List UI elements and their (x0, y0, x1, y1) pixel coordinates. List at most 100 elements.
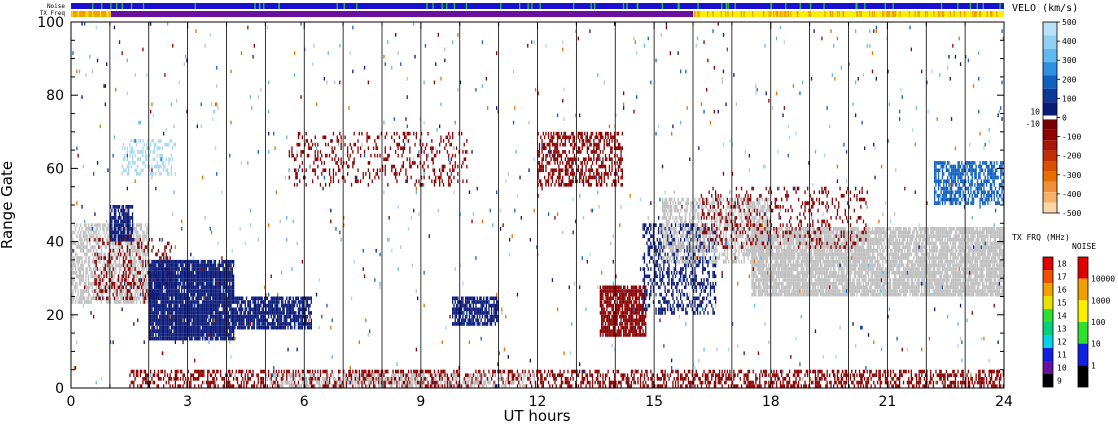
data-cell (133, 227, 135, 231)
data-cell (590, 183, 592, 187)
data-cell (111, 263, 113, 268)
data-cell (450, 142, 452, 147)
data-cell (169, 285, 171, 290)
data-cell (558, 179, 560, 184)
data-cell (126, 234, 128, 238)
data-cell (176, 263, 178, 268)
data-cell (551, 179, 554, 184)
data-cell (452, 296, 454, 301)
data-cell (216, 285, 218, 290)
data-cell (458, 300, 460, 304)
data-cell (603, 300, 605, 304)
data-cell (177, 314, 179, 319)
data-cell (218, 259, 220, 264)
data-cell (595, 142, 598, 147)
data-cell (619, 303, 621, 308)
data-cell (223, 303, 226, 308)
data-cell (95, 227, 97, 231)
data-cell (300, 307, 302, 312)
data-cell (82, 230, 84, 235)
data-cell (155, 278, 157, 282)
data-cell (350, 146, 353, 151)
data-cell (155, 281, 157, 286)
data-cell (487, 314, 489, 319)
data-cell (293, 314, 296, 319)
data-cell (550, 135, 552, 140)
data-cell (166, 285, 169, 290)
data-cell (214, 329, 217, 334)
data-cell (201, 303, 204, 308)
data-cell (179, 300, 182, 304)
data-cell (159, 292, 161, 297)
data-cell (116, 281, 118, 286)
data-cell (230, 300, 232, 304)
data-cell (595, 157, 598, 162)
data-cell (667, 303, 669, 308)
data-cell (220, 292, 222, 297)
data-cell (76, 256, 78, 260)
data-cell (200, 311, 202, 315)
data-cell (156, 336, 158, 341)
data-cell (166, 292, 169, 297)
data-cell (556, 131, 559, 136)
data-cell (141, 285, 143, 290)
data-cell (441, 179, 443, 184)
data-cell (597, 157, 599, 162)
data-cell (310, 146, 312, 151)
data-cell (549, 146, 551, 151)
data-cell (598, 153, 600, 158)
data-cell (125, 289, 127, 293)
data-cell (115, 256, 117, 260)
data-cell (601, 307, 603, 312)
data-cell (449, 168, 451, 173)
data-cell (142, 289, 144, 293)
data-cell (544, 175, 546, 180)
data-cell (262, 300, 265, 304)
data-cell (147, 241, 149, 246)
data-cell (667, 259, 669, 264)
data-cell (550, 139, 552, 143)
data-cell (220, 333, 222, 337)
data-cell (213, 263, 215, 268)
data-cell (604, 153, 607, 158)
data-cell (317, 153, 319, 158)
data-cell (296, 296, 298, 301)
data-cell (134, 227, 136, 231)
data-cell (304, 142, 306, 147)
data-cell (262, 314, 265, 319)
data-cell (190, 329, 192, 334)
data-cell (426, 153, 428, 158)
data-cell (458, 318, 460, 323)
data-cell (560, 179, 563, 184)
data-cell (146, 146, 148, 151)
data-cell (455, 307, 458, 312)
data-cell (116, 248, 118, 253)
data-cell (636, 303, 638, 308)
data-cell (173, 333, 175, 337)
data-cell (195, 311, 197, 315)
data-cell (161, 300, 163, 304)
noise-strip-label: Noise (47, 3, 65, 10)
data-cell (191, 333, 193, 337)
data-cell (658, 300, 660, 304)
data-cell (261, 307, 263, 312)
data-cell (572, 146, 574, 151)
data-cell (466, 307, 468, 312)
data-cell (131, 292, 134, 297)
data-cell (634, 292, 636, 297)
data-cell (176, 278, 178, 282)
data-cell (597, 135, 599, 140)
data-cell (130, 230, 132, 235)
data-cell (113, 212, 116, 216)
data-cell (156, 164, 158, 169)
data-cell (626, 307, 629, 312)
data-cell (461, 318, 463, 323)
data-cell (153, 150, 156, 154)
data-cell (332, 172, 335, 176)
data-cell (226, 314, 228, 319)
data-cell (562, 179, 564, 184)
data-cell (195, 285, 197, 290)
data-cell (229, 285, 231, 290)
data-cell (623, 296, 625, 301)
data-cell (160, 172, 162, 176)
